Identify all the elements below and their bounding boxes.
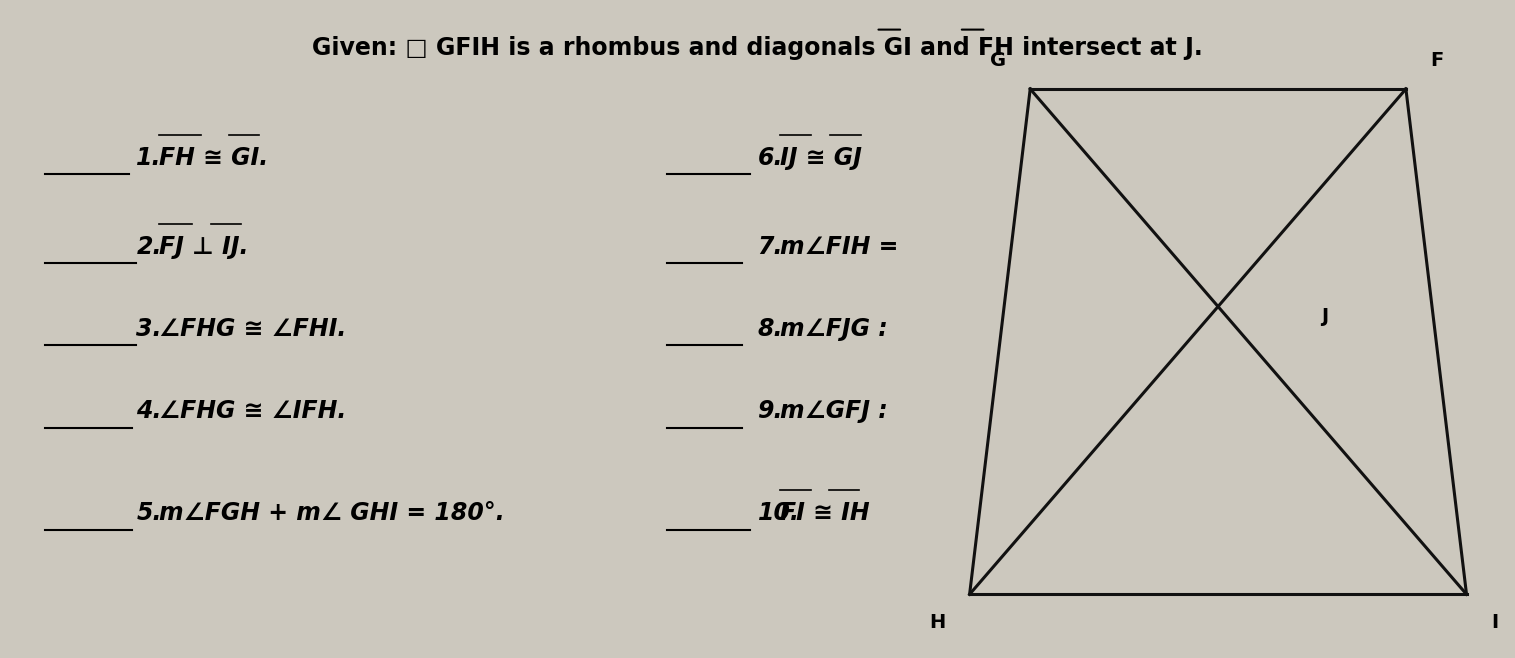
- Text: H: H: [929, 613, 945, 632]
- Text: 2.: 2.: [136, 235, 162, 259]
- Text: m∠GFJ :: m∠GFJ :: [780, 399, 888, 423]
- Text: 9.: 9.: [758, 399, 783, 423]
- Text: FI ≅ IH: FI ≅ IH: [780, 501, 870, 525]
- Text: 10.: 10.: [758, 501, 800, 525]
- Text: Given: □ GFIH is a rhombus and diagonals GI and FH intersect at J.: Given: □ GFIH is a rhombus and diagonals…: [312, 36, 1203, 60]
- Text: ∠FHG ≅ ∠FHI.: ∠FHG ≅ ∠FHI.: [159, 317, 347, 341]
- Text: J: J: [1321, 307, 1329, 326]
- Text: 1.: 1.: [136, 146, 162, 170]
- Text: 3.: 3.: [136, 317, 162, 341]
- Text: F: F: [1430, 51, 1444, 70]
- Text: 7.: 7.: [758, 235, 783, 259]
- Text: 6.: 6.: [758, 146, 783, 170]
- Text: FJ ⊥ IJ.: FJ ⊥ IJ.: [159, 235, 248, 259]
- Text: G: G: [989, 51, 1006, 70]
- Text: m∠FJG :: m∠FJG :: [780, 317, 888, 341]
- Text: 4.: 4.: [136, 399, 162, 423]
- Text: m∠FGH + m∠ GHI = 180°.: m∠FGH + m∠ GHI = 180°.: [159, 501, 504, 525]
- Text: IJ ≅ GJ: IJ ≅ GJ: [780, 146, 862, 170]
- Text: ∠FHG ≅ ∠IFH.: ∠FHG ≅ ∠IFH.: [159, 399, 347, 423]
- Text: FH ≅ GI.: FH ≅ GI.: [159, 146, 268, 170]
- Text: m∠FIH =: m∠FIH =: [780, 235, 898, 259]
- Text: 8.: 8.: [758, 317, 783, 341]
- Text: 5.: 5.: [136, 501, 162, 525]
- Text: I: I: [1491, 613, 1498, 632]
